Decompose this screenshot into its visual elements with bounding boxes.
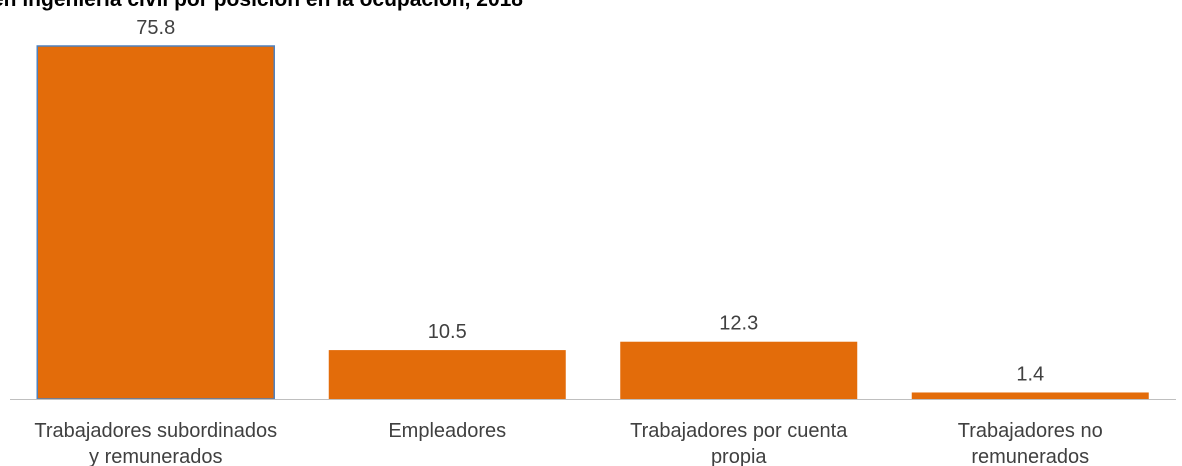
category-label-2: Empleadores <box>388 420 506 442</box>
category-label-1-line-1: Trabajadores subordinados <box>34 420 277 442</box>
category-label-4-line-1: Trabajadores no <box>958 420 1103 442</box>
category-label-1-line-2: y remunerados <box>89 446 222 466</box>
data-label-4: 1.4 <box>1016 363 1044 385</box>
data-label-1: 75.8 <box>136 17 175 39</box>
bar-2 <box>328 350 566 399</box>
bar-4 <box>911 392 1149 399</box>
chart-title: en ingeniería civil por posición en la o… <box>0 0 1182 12</box>
data-label-3: 12.3 <box>719 313 758 335</box>
category-label-3-line-1: Trabajadores por cuenta <box>630 420 848 442</box>
category-label-4-line-2: remunerados <box>971 446 1089 466</box>
bar-1 <box>36 45 275 400</box>
bar-3 <box>620 341 858 399</box>
category-label-3-line-2: propia <box>711 446 767 466</box>
data-label-2: 10.5 <box>428 321 467 343</box>
